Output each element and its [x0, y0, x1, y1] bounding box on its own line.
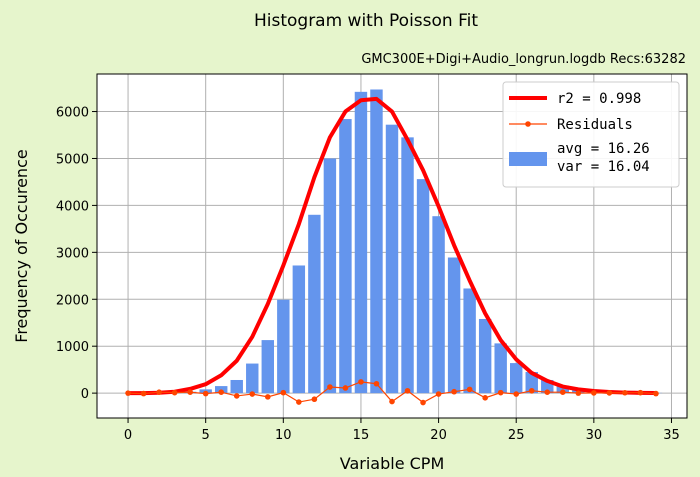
- histogram-bar: [246, 363, 259, 394]
- residual-point: [233, 393, 240, 399]
- chart-title: Histogram with Poisson Fit: [254, 11, 478, 31]
- x-tick-label: 5: [202, 428, 210, 443]
- legend: r2 = 0.998 Residuals avg = 16.26 var = 16.0…: [502, 81, 680, 188]
- poisson-fit-line: [128, 96, 656, 396]
- y-tick-label: 0: [81, 387, 89, 402]
- residual-point: [637, 389, 644, 396]
- residual-point: [342, 385, 349, 391]
- histogram-bar: [478, 318, 492, 394]
- y-tick-label: 5000: [56, 152, 89, 167]
- histogram-bar: [494, 343, 507, 394]
- x-tick-label: 35: [663, 428, 680, 443]
- x-tick-label: 15: [353, 428, 370, 443]
- x-axis-label: Variable CPM: [340, 454, 445, 473]
- histogram-bar: [447, 257, 461, 394]
- residual-point: [466, 386, 473, 393]
- legend-histogram-swatch: [509, 152, 547, 166]
- histogram-bar: [277, 299, 290, 394]
- histogram-bar: [339, 119, 352, 394]
- series-lines: [125, 96, 659, 406]
- histogram-bar: [385, 124, 399, 394]
- residual-point: [218, 389, 225, 395]
- y-tick-label: 2000: [56, 293, 89, 308]
- residual-point: [606, 390, 613, 396]
- residual-point: [653, 390, 659, 397]
- histogram-bar: [370, 89, 383, 394]
- histogram-bar: [463, 288, 476, 394]
- legend-histogram-label: var = 16.04: [557, 159, 650, 175]
- x-tick-label: 25: [508, 428, 525, 443]
- residual-point: [591, 390, 597, 396]
- histogram-bar: [432, 216, 445, 394]
- residual-point: [482, 395, 488, 401]
- histogram-bar: [401, 137, 414, 394]
- residual-point: [528, 387, 535, 394]
- legend-residuals-marker: [525, 121, 531, 127]
- residual-point: [140, 390, 147, 397]
- histogram-bar: [323, 158, 337, 394]
- histogram-bar: [510, 363, 523, 394]
- residual-point: [435, 391, 442, 397]
- residual-point: [171, 389, 178, 396]
- x-tick-label: 30: [586, 428, 603, 443]
- residual-point: [311, 396, 318, 403]
- residual-point: [280, 389, 287, 396]
- residual-point: [513, 391, 520, 397]
- plot-frame: [96, 73, 688, 419]
- residual-point: [559, 389, 566, 395]
- legend-fit-label: r2 = 0.998: [557, 91, 641, 107]
- residual-point: [575, 390, 582, 396]
- residual-point: [451, 388, 457, 395]
- residual-point: [156, 389, 162, 395]
- histogram-bar: [230, 379, 243, 394]
- legend-histogram-label: avg = 16.26: [557, 141, 650, 157]
- histogram-bar: [261, 340, 274, 394]
- x-tick-label: 0: [124, 428, 132, 443]
- y-axis-label: Frequency of Occurence: [12, 149, 31, 342]
- histogram-bar: [556, 385, 569, 394]
- legend-residuals-label: Residuals: [557, 117, 633, 133]
- histogram-bar: [354, 91, 368, 394]
- residual-point: [404, 387, 411, 394]
- residual-point: [420, 399, 426, 406]
- residual-point: [125, 390, 131, 396]
- histogram-bar: [308, 214, 321, 394]
- residual-point: [202, 390, 209, 397]
- histogram-bar: [292, 265, 306, 394]
- residual-point: [373, 380, 380, 387]
- histogram-bars: [152, 89, 663, 394]
- x-tick-label: 20: [430, 428, 447, 443]
- residual-point: [327, 384, 333, 390]
- residual-point: [497, 389, 504, 396]
- y-tick-label: 6000: [56, 106, 89, 121]
- residual-point: [264, 394, 271, 400]
- histogram-bar: [525, 372, 538, 394]
- chart-subtitle: GMC300E+Digi+Audio_longrun.logdb Recs:63…: [361, 52, 686, 67]
- residual-point: [389, 398, 395, 405]
- residual-point: [358, 379, 364, 385]
- axis-ticks: 0 5 10 15 20 25 30 35 0 1000 2000 3000 4000 5000 6000: [56, 106, 680, 443]
- residual-point: [249, 391, 256, 397]
- residual-point: [296, 399, 302, 405]
- histogram-bar: [416, 179, 430, 394]
- y-tick-label: 3000: [56, 246, 89, 261]
- y-tick-label: 4000: [56, 199, 89, 214]
- y-tick-label: 1000: [56, 340, 89, 355]
- residual-point: [622, 389, 628, 396]
- residual-point: [187, 389, 193, 395]
- x-tick-label: 10: [275, 428, 292, 443]
- residual-point: [544, 389, 551, 395]
